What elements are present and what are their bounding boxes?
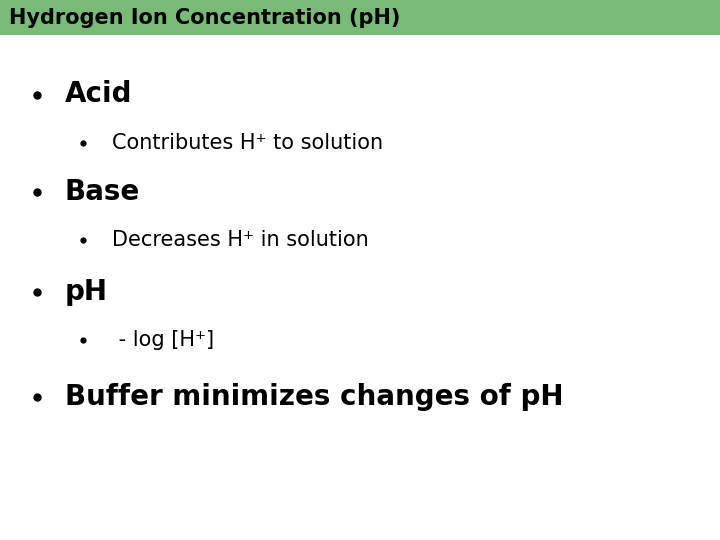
Text: pH: pH: [65, 278, 108, 306]
Text: Base: Base: [65, 178, 140, 206]
Bar: [0, 0, 720, 35]
Text: Contributes H⁺ to solution: Contributes H⁺ to solution: [112, 133, 383, 153]
Text: Buffer minimizes changes of pH: Buffer minimizes changes of pH: [65, 383, 563, 411]
Text: Decreases H⁺ in solution: Decreases H⁺ in solution: [112, 230, 369, 251]
Text: Hydrogen Ion Concentration (pH): Hydrogen Ion Concentration (pH): [9, 8, 401, 28]
Text: - log [H⁺]: - log [H⁺]: [112, 330, 214, 350]
Text: Acid: Acid: [65, 80, 132, 109]
